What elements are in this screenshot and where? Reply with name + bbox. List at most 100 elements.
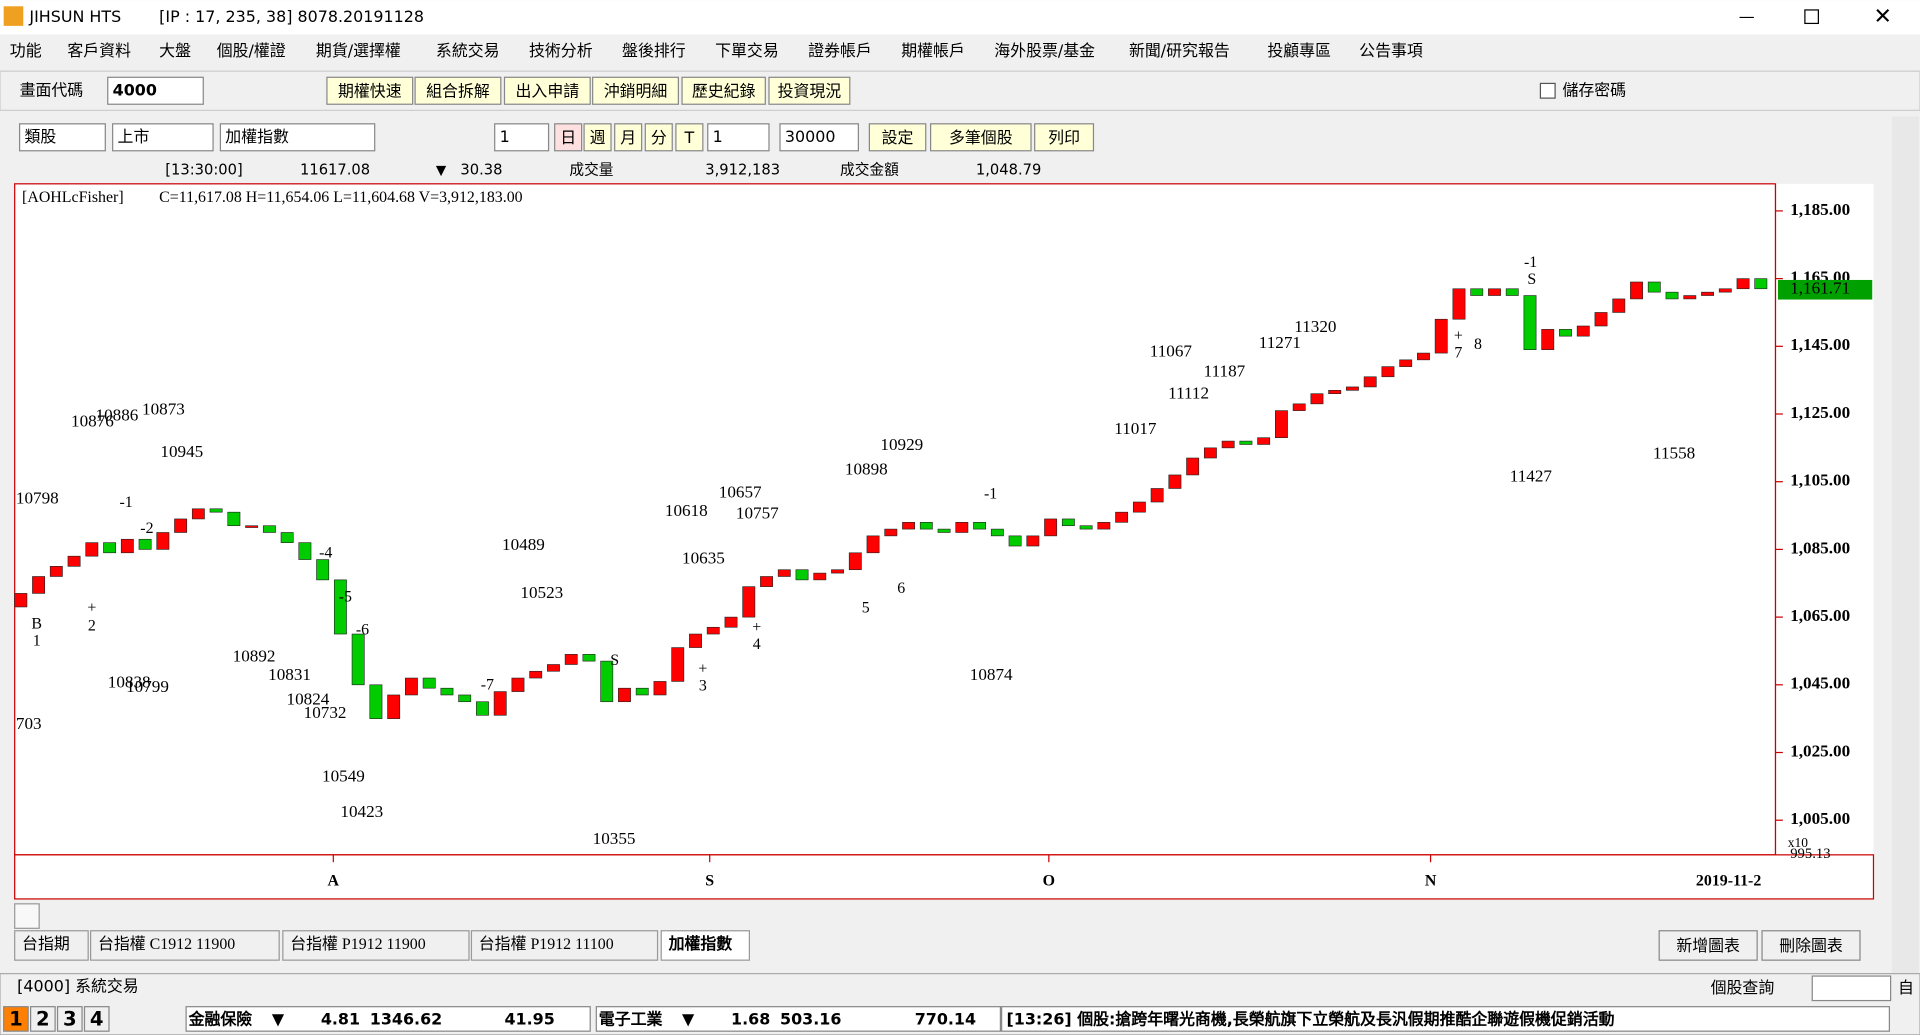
candle: [884, 528, 898, 537]
query-input[interactable]: [1811, 975, 1892, 1002]
signal: -6: [356, 621, 369, 638]
toolbar-button[interactable]: 投資現況: [778, 81, 842, 100]
candle: [706, 626, 720, 635]
y-tick-label: 1,025.00: [1790, 741, 1850, 760]
menu-item[interactable]: 海外股票/基金: [994, 41, 1095, 60]
menu-item[interactable]: 客戶資料: [67, 41, 131, 60]
level-bg[interactable]: [3, 1006, 29, 1032]
menu-item[interactable]: 盤後排行: [622, 41, 686, 60]
period-button-bg[interactable]: [614, 123, 643, 152]
select-value[interactable]: 加權指數: [225, 127, 289, 146]
minimize[interactable]: —: [1739, 7, 1755, 26]
menu-item[interactable]: 公告事項: [1359, 41, 1423, 60]
level[interactable]: 3: [63, 1008, 77, 1031]
period-button-bg[interactable]: [644, 123, 673, 152]
toolbar-button-bg[interactable]: [592, 76, 679, 105]
chart-action-bg[interactable]: [1761, 930, 1861, 961]
annotation: 10873: [142, 399, 185, 418]
close[interactable]: ✕: [1873, 4, 1891, 29]
menu-item[interactable]: 大盤: [159, 41, 191, 60]
toolbar-button-bg[interactable]: [326, 76, 414, 105]
period-button[interactable]: 日: [560, 128, 576, 147]
level[interactable]: 4: [90, 1008, 104, 1031]
chart-action[interactable]: 新增圖表: [1676, 936, 1740, 955]
tab-bg[interactable]: [470, 930, 659, 961]
period-button-bg[interactable]: [583, 123, 612, 152]
period-input[interactable]: [707, 123, 770, 152]
toolbar-button-bg[interactable]: [681, 76, 766, 105]
toolbar-button-bg[interactable]: [503, 76, 591, 105]
tab[interactable]: 台指權 C1912 11900: [98, 935, 235, 953]
period-button-bg[interactable]: [675, 123, 704, 152]
chart-button-bg[interactable]: [930, 123, 1032, 152]
chart-button[interactable]: 設定: [882, 128, 914, 147]
menu-item[interactable]: 新聞/研究報告: [1129, 41, 1230, 60]
level-bg[interactable]: [30, 1006, 56, 1032]
period-button[interactable]: 週: [590, 128, 606, 147]
v-scrollbar[interactable]: [1891, 116, 1919, 974]
count-input[interactable]: [494, 123, 550, 152]
level[interactable]: 2: [36, 1008, 50, 1031]
chart-button-bg[interactable]: [868, 123, 927, 152]
code-value[interactable]: 4000: [113, 80, 157, 99]
code-input[interactable]: [107, 76, 204, 105]
bars-input[interactable]: [779, 123, 859, 152]
toolbar-button-bg[interactable]: [414, 76, 502, 105]
select-value[interactable]: 上市: [118, 127, 150, 146]
menu-item[interactable]: 期貨/選擇權: [316, 41, 401, 60]
tab[interactable]: 加權指數: [668, 934, 733, 953]
period-button-bg[interactable]: [554, 123, 583, 152]
chart-button-bg[interactable]: [1034, 123, 1095, 152]
menu-item[interactable]: 功能: [10, 41, 42, 60]
toolbar-button[interactable]: 沖銷明細: [604, 81, 668, 100]
select[interactable]: [112, 123, 214, 152]
candle: [973, 522, 987, 530]
menu-item[interactable]: 技術分析: [529, 41, 593, 60]
news[interactable]: [13:26] 個股:搶跨年曙光商機,長榮航旗下立榮航及長汎假期推酷企聯遊假機促…: [1007, 1010, 1615, 1029]
chart-button[interactable]: 多筆個股: [949, 128, 1013, 147]
candle: [333, 579, 347, 635]
menu-item[interactable]: 系統交易: [436, 41, 500, 60]
checkbox[interactable]: [1539, 82, 1556, 99]
chart-action-bg[interactable]: [1658, 930, 1758, 961]
tab-bg[interactable]: [14, 930, 89, 961]
screen-status[interactable]: [4000] 系統交易: [17, 977, 139, 996]
tab[interactable]: 台指權 P1912 11100: [479, 935, 614, 953]
toolbar-button[interactable]: 歷史紀錄: [692, 81, 756, 100]
candle: [191, 508, 205, 520]
level-bg[interactable]: [56, 1006, 83, 1032]
tab[interactable]: 台指權 P1912 11900: [290, 935, 426, 953]
select[interactable]: [219, 123, 376, 152]
candle: [387, 694, 401, 719]
last-value-box: [1777, 279, 1873, 300]
menu-item[interactable]: 期權帳戶: [901, 41, 965, 60]
tab-bg[interactable]: [282, 930, 470, 961]
candle: [138, 538, 152, 550]
toolbar-button[interactable]: 期權快速: [338, 81, 402, 100]
restore[interactable]: [1804, 9, 1819, 25]
tab-bg[interactable]: [660, 930, 750, 961]
select-value[interactable]: 類股: [24, 127, 56, 146]
toolbar-button[interactable]: 組合拆解: [426, 81, 490, 100]
menu-item[interactable]: 下單交易: [715, 41, 779, 60]
candle: [1630, 281, 1643, 300]
level-bg[interactable]: [83, 1006, 110, 1032]
period-button[interactable]: 月: [620, 128, 636, 147]
menu-item[interactable]: 投顧專區: [1267, 41, 1331, 60]
level[interactable]: 1: [9, 1008, 23, 1031]
x-tick-label: S: [705, 872, 714, 889]
chart-button[interactable]: 列印: [1048, 128, 1080, 147]
select[interactable]: [18, 123, 106, 152]
toolbar-button-bg[interactable]: [768, 76, 851, 105]
period-button[interactable]: T: [684, 128, 695, 147]
chart-action[interactable]: 刪除圖表: [1779, 936, 1843, 955]
menu-item[interactable]: 證券帳戶: [808, 41, 872, 60]
tab[interactable]: 台指期: [22, 935, 70, 953]
period-button[interactable]: 分: [651, 128, 667, 147]
menu-item[interactable]: 個股/權證: [217, 41, 286, 60]
candle: [316, 559, 330, 581]
scroll-left[interactable]: [14, 903, 40, 929]
tab-bg[interactable]: [89, 930, 280, 961]
toolbar-button[interactable]: 出入申請: [516, 81, 580, 100]
candle: [1363, 376, 1377, 388]
